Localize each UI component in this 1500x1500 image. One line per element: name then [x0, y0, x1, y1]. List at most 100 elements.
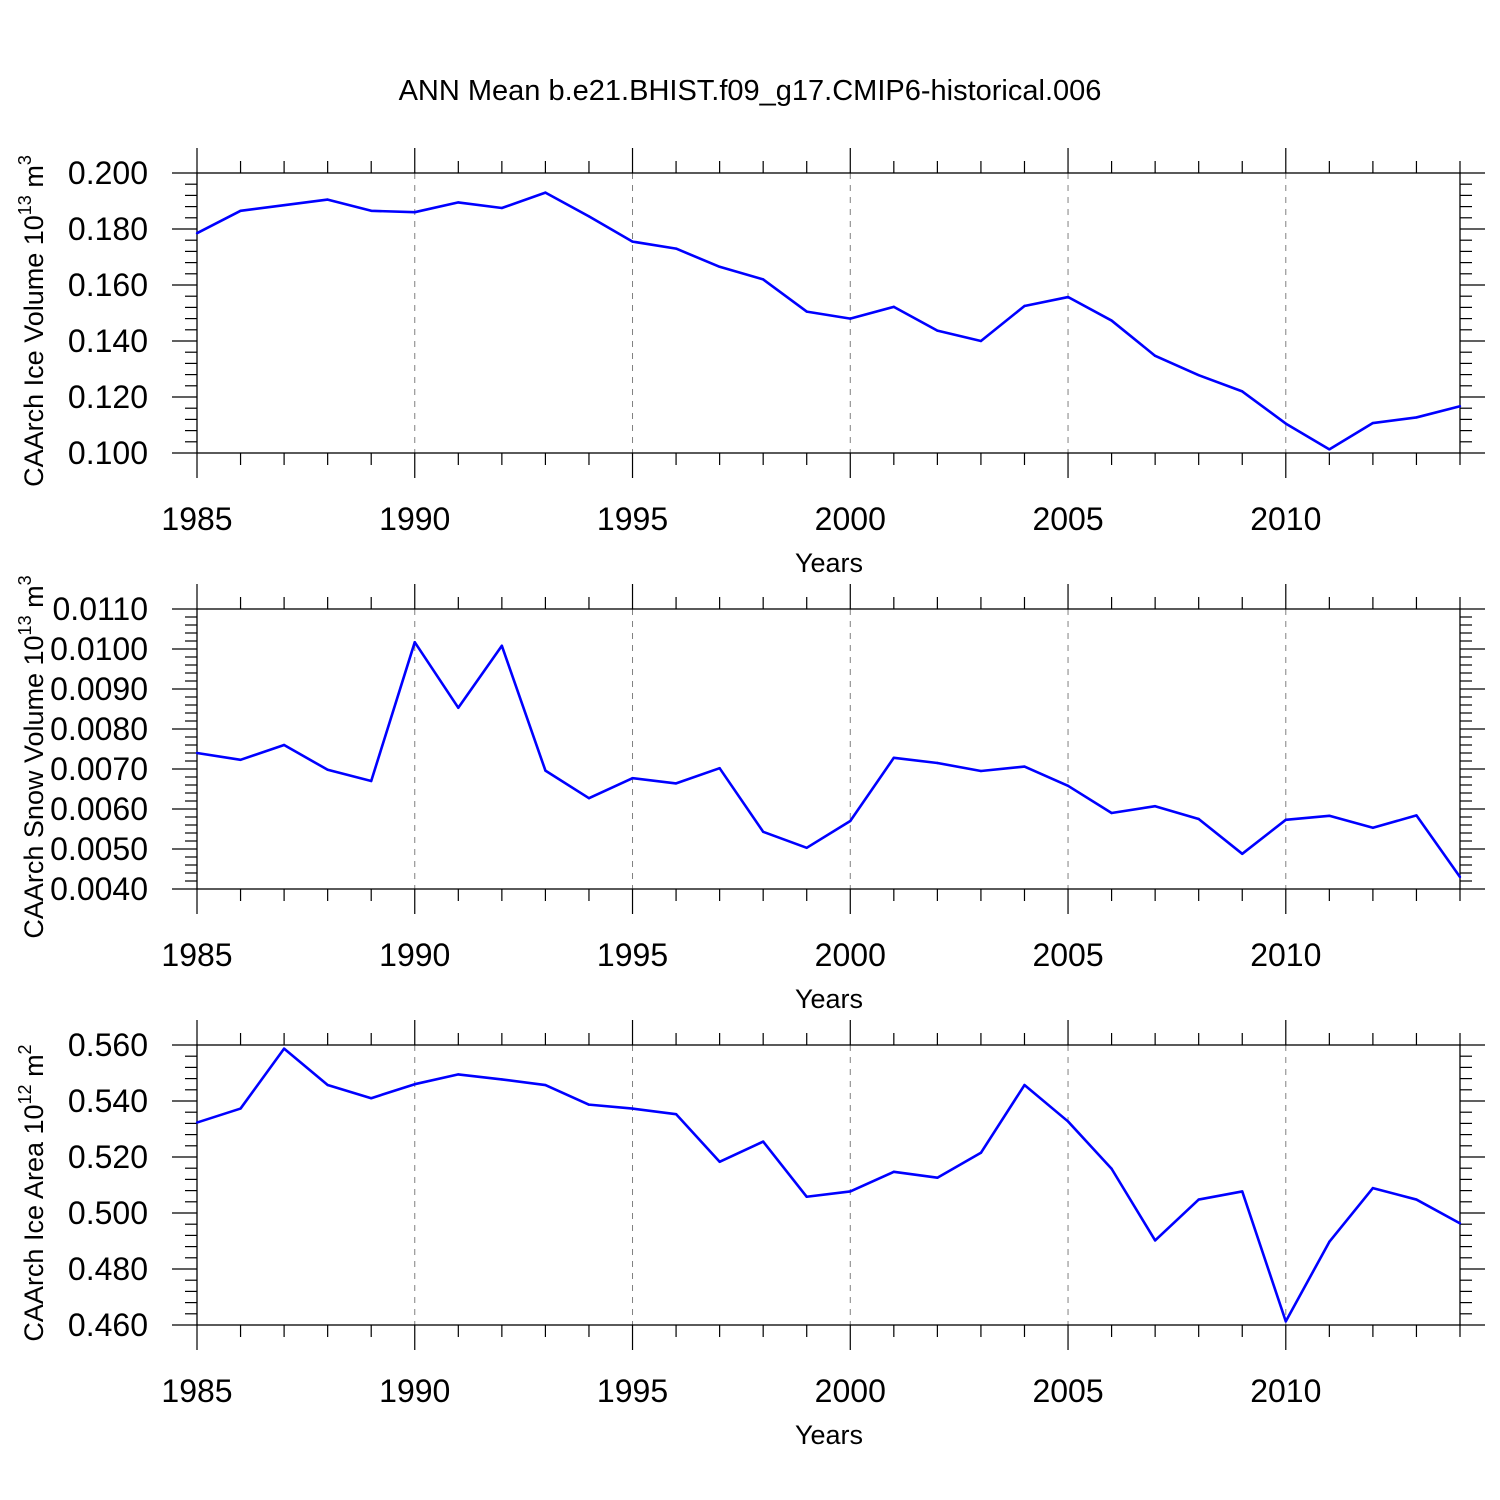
y-axis-label-exp: 13 [15, 615, 35, 635]
data-point [1023, 304, 1026, 308]
data-point [282, 204, 286, 207]
plot-frame [196, 1044, 1461, 1326]
data-point [1241, 390, 1244, 393]
data-point [1415, 416, 1418, 419]
data-point [457, 706, 460, 709]
data-point [370, 209, 373, 212]
data-point [544, 1083, 547, 1087]
x-axis-label: Years [795, 548, 863, 578]
data-point [1284, 818, 1287, 821]
data-point [326, 1083, 329, 1087]
data-point [849, 819, 852, 823]
data-point [1458, 875, 1462, 879]
y-tick-label: 0.180 [68, 211, 148, 247]
data-point [1066, 295, 1070, 299]
data-point [282, 1047, 286, 1050]
y-axis-label-unit: m [19, 165, 49, 195]
data-point [195, 1121, 199, 1124]
data-point [1153, 805, 1157, 808]
series-line-ice-area [196, 1047, 1461, 1323]
y-tick-label: 0.540 [68, 1083, 148, 1119]
x-tick-label: 2000 [815, 1373, 886, 1409]
y-tick-label: 0.560 [68, 1027, 148, 1063]
y-tick-label: 0.0040 [50, 871, 148, 907]
x-tick-label: 1985 [161, 1373, 232, 1409]
data-point [282, 743, 286, 747]
data-point [1415, 814, 1418, 817]
x-tick-label: 1995 [597, 1373, 668, 1409]
data-point [979, 1151, 983, 1155]
data-point [631, 1107, 634, 1110]
data-point [413, 1083, 416, 1086]
y-axis-label-unit-exp: 3 [15, 575, 35, 585]
data-point [1241, 1190, 1244, 1193]
data-point [1328, 448, 1331, 451]
y-tick-label: 0.520 [68, 1139, 148, 1175]
data-point [1153, 354, 1157, 358]
data-point [631, 240, 634, 243]
data-point [239, 1107, 242, 1110]
data-point [195, 232, 199, 235]
x-tick-label: 2010 [1250, 501, 1321, 537]
data-point [500, 1078, 504, 1081]
panel-2: 1985 1990 1995 2000 2005 2010 Years 0.0040 0.005… [15, 575, 1485, 1014]
y-tick-label: 0.460 [68, 1307, 148, 1343]
data-point [1153, 1239, 1157, 1242]
data-point [979, 339, 983, 343]
x-tick-label: 1995 [597, 501, 668, 537]
x-tick-label: 1995 [597, 937, 668, 973]
data-point [936, 1176, 939, 1179]
x-tick-label: 1985 [161, 937, 232, 973]
data-point [500, 644, 504, 647]
data-point [1066, 1120, 1070, 1123]
x-axis-label: Years [795, 984, 863, 1014]
data-point [674, 782, 678, 785]
y-tick-label: 0.0100 [50, 631, 148, 667]
data-point [849, 317, 852, 320]
y-tick-label: 0.0050 [50, 831, 148, 867]
data-point [587, 797, 591, 800]
data-point [761, 1140, 765, 1143]
data-point [1415, 1198, 1418, 1201]
y-axis-label-unit-exp: 3 [15, 155, 35, 165]
data-point [1023, 1083, 1026, 1087]
series-line-snow-volume [196, 640, 1462, 878]
y-axis-label-base: CAArch Snow Volume 10 [19, 635, 49, 938]
y-tick-label: 0.0070 [50, 751, 148, 787]
panels: 1985 1990 1995 2000 2005 2010 Years 0.100 0.120 0… [15, 148, 1485, 1450]
x-tick-label: 1985 [161, 501, 232, 537]
data-point [587, 1103, 591, 1106]
data-point [1023, 765, 1026, 768]
x-tick-label: 2000 [815, 501, 886, 537]
y-axis-label-exp: 12 [15, 1084, 35, 1104]
data-point [370, 779, 373, 783]
data-point [239, 758, 242, 761]
data-point [1371, 826, 1375, 829]
y-tick-label: 0.160 [68, 267, 148, 303]
data-point [761, 278, 765, 281]
x-tick-label: 1990 [379, 1373, 450, 1409]
y-axis-label-unit-exp: 2 [15, 1044, 35, 1054]
data-point [1371, 421, 1375, 425]
data-point [718, 767, 721, 770]
data-point [544, 191, 547, 194]
data-point [457, 1073, 460, 1076]
data-point [413, 211, 416, 214]
data-point [457, 201, 460, 204]
y-axis-label-base: CAArch Ice Volume 10 [19, 215, 49, 487]
data-point [718, 1160, 721, 1163]
y-tick-label: 0.140 [68, 323, 148, 359]
data-point [979, 769, 983, 773]
data-point [1241, 852, 1244, 855]
data-point [892, 305, 896, 309]
panel-3: 1985 1990 1995 2000 2005 2010 Years 0.460 0.480 0… [15, 1020, 1485, 1450]
data-point [1284, 1320, 1287, 1323]
data-point [1197, 373, 1200, 377]
y-tick-label: 0.0090 [50, 671, 148, 707]
y-tick-label: 0.0080 [50, 711, 148, 747]
data-point [1110, 1167, 1113, 1170]
y-axis-label: CAArch Snow Volume 1013 m3 [15, 575, 49, 938]
data-point [892, 1170, 896, 1174]
chart-title: ANN Mean b.e21.BHIST.f09_g17.CMIP6-histo… [399, 75, 1102, 107]
